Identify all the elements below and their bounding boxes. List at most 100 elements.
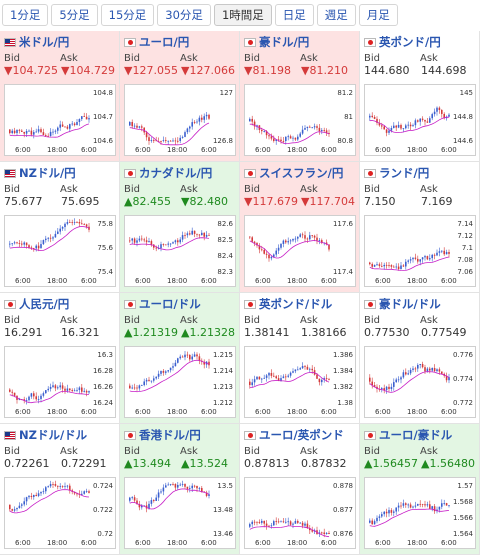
mini-candlestick-chart[interactable]: 81.2 81 80.8 6:00 18:00 6:00	[244, 84, 356, 156]
currency-tile[interactable]: 英ポンド/円 Bid Ask 144.680 144.698 145 144.8 144.6 6…	[360, 31, 480, 162]
y-tick-label: 7.12	[457, 232, 473, 240]
pair-title[interactable]: カナダドル/円	[124, 166, 212, 180]
bid-label: Bid	[244, 184, 260, 195]
ca-flag-icon	[124, 168, 136, 178]
candles-svg	[249, 517, 330, 538]
x-tick-label: 6:00	[135, 539, 151, 547]
bid-value: 7.150	[364, 195, 396, 208]
mini-candlestick-chart[interactable]: 117.6 117.4 6:00 18:00 6:00	[244, 215, 356, 287]
candles-svg	[9, 218, 90, 252]
currency-tile[interactable]: ユーロ/豪ドル Bid Ask ▲1.56457 ▲1.56480 1.57 1.568 1.…	[360, 424, 480, 555]
currency-tile[interactable]: 豪ドル/ドル Bid Ask 0.77530 0.77549 0.776 0.774 0.77…	[360, 293, 480, 424]
mini-candlestick-chart[interactable]: 7.14 7.12 7.1 7.08 7.06 6:00 18:00 6:00	[364, 215, 476, 287]
y-tick-label: 0.772	[452, 399, 473, 407]
pair-name: ランド/円	[379, 166, 430, 180]
y-tick-label: 7.06	[457, 268, 473, 276]
currency-tile[interactable]: カナダドル/円 Bid Ask ▲82.455 ▼82.480 82.6 82.5 82.4 8…	[120, 162, 240, 293]
currency-tile[interactable]: 人民元/円 Bid Ask 16.291 16.321 16.3 16.28 16.26 16.…	[0, 293, 120, 424]
bid-label: Bid	[4, 315, 20, 326]
currency-tile[interactable]: スイスフラン/円 Bid Ask ▼117.679 ▼117.704 117.6 117.4…	[240, 162, 360, 293]
ask-label: Ask	[60, 446, 78, 457]
currency-tile[interactable]: 香港ドル/円 Bid Ask ▲13.494 ▲13.524 13.5 13.48 13.46…	[120, 424, 240, 555]
currency-tile[interactable]: 豪ドル/円 Bid Ask ▼81.198 ▼81.210 81.2 81 80.8 6:00 1…	[240, 31, 360, 162]
pair-name: 米ドル/円	[19, 35, 70, 49]
x-tick-label: 6:00	[321, 408, 337, 416]
ask-value: ▼104.729	[61, 64, 115, 77]
mini-candlestick-chart[interactable]: 1.386 1.384 1.382 1.38 6:00 18:00 6:00	[244, 346, 356, 418]
mini-candlestick-chart[interactable]: 145 144.8 144.6 6:00 18:00 6:00	[364, 84, 476, 156]
pair-title[interactable]: 豪ドル/ドル	[364, 297, 441, 311]
pair-title[interactable]: 英ポンド/円	[364, 35, 441, 49]
mini-candlestick-chart[interactable]: 104.8 104.7 104.6 6:00 18:00 6:00	[4, 84, 116, 156]
pair-title[interactable]: 人民元/円	[4, 297, 69, 311]
pair-title[interactable]: ユーロ/豪ドル	[364, 428, 452, 442]
tab-30min[interactable]: 30分足	[157, 4, 211, 26]
candles-svg	[129, 480, 210, 513]
mini-candlestick-chart[interactable]: 0.878 0.877 0.876 6:00 18:00 6:00	[244, 477, 356, 549]
mini-candlestick-chart[interactable]: 1.215 1.214 1.213 1.212 6:00 18:00 6:00	[124, 346, 236, 418]
x-tick-label: 18:00	[47, 277, 68, 285]
au-flag-icon	[364, 299, 376, 309]
pair-title[interactable]: 豪ドル/円	[244, 35, 309, 49]
pair-title[interactable]: ユーロ/英ポンド	[244, 428, 344, 442]
x-tick-label: 6:00	[441, 277, 457, 285]
mini-candlestick-chart[interactable]: 0.776 0.774 0.772 6:00 18:00 6:00	[364, 346, 476, 418]
y-tick-label: 80.8	[337, 137, 353, 145]
ask-value: 0.77549	[421, 326, 467, 339]
pair-name: ユーロ/ドル	[139, 297, 201, 311]
pair-title[interactable]: スイスフラン/円	[244, 166, 343, 180]
pair-title[interactable]: NZドル/円	[4, 166, 76, 180]
tab-monthly[interactable]: 月足	[358, 4, 398, 26]
tab-daily[interactable]: 日足	[274, 4, 314, 26]
x-tick-label: 6:00	[255, 408, 271, 416]
gb-flag-icon	[244, 299, 256, 309]
mini-candlestick-chart[interactable]: 13.5 13.48 13.46 6:00 18:00 6:00	[124, 477, 236, 549]
y-tick-label: 1.212	[212, 399, 233, 407]
tab-weekly[interactable]: 週足	[316, 4, 356, 26]
pair-title[interactable]: NZドル/ドル	[4, 428, 87, 442]
y-tick-label: 81.2	[337, 89, 353, 97]
pair-title[interactable]: ユーロ/円	[124, 35, 189, 49]
currency-tile[interactable]: ユーロ/ドル Bid Ask ▲1.21319 ▲1.21328 1.215 1.214 1.…	[120, 293, 240, 424]
currency-tile[interactable]: NZドル/ドル Bid Ask 0.72261 0.72291 0.724 0.722 0.7…	[0, 424, 120, 555]
x-tick-label: 6:00	[81, 277, 97, 285]
currency-tile[interactable]: NZドル/円 Bid Ask 75.677 75.695 75.8 75.6 75.4 6:00…	[0, 162, 120, 293]
y-tick-label: 7.14	[457, 220, 473, 228]
tab-5min[interactable]: 5分足	[51, 4, 98, 26]
candles-svg	[249, 115, 330, 145]
ask-value: ▲1.56480	[421, 457, 475, 470]
pair-title[interactable]: ランド/円	[364, 166, 429, 180]
pair-title[interactable]: 英ポンド/ドル	[244, 297, 332, 311]
bid-label: Bid	[364, 53, 380, 64]
mini-candlestick-chart[interactable]: 0.724 0.722 0.72 6:00 18:00 6:00	[4, 477, 116, 549]
pair-title[interactable]: 香港ドル/円	[124, 428, 201, 442]
pair-title[interactable]: ユーロ/ドル	[124, 297, 201, 311]
ask-label: Ask	[420, 315, 438, 326]
tab-15min[interactable]: 15分足	[100, 4, 155, 26]
mini-candlestick-chart[interactable]: 75.8 75.6 75.4 6:00 18:00 6:00	[4, 215, 116, 287]
currency-tile[interactable]: 英ポンド/ドル Bid Ask 1.38141 1.38166 1.386 1.384 1.3…	[240, 293, 360, 424]
currency-tile[interactable]: 米ドル/円 Bid Ask ▼104.725 ▼104.729 104.8 104.7 104…	[0, 31, 120, 162]
y-tick-label: 82.4	[217, 252, 233, 260]
y-tick-label: 75.4	[97, 268, 113, 276]
y-tick-label: 75.6	[97, 244, 113, 252]
tab-1hour[interactable]: 1時間足	[213, 4, 272, 26]
pair-title[interactable]: 米ドル/円	[4, 35, 69, 49]
us-flag-icon	[4, 37, 16, 47]
currency-tile[interactable]: ユーロ/円 Bid Ask ▼127.055 ▼127.066 127 126.8 6:00 1…	[120, 31, 240, 162]
mini-candlestick-chart[interactable]: 16.3 16.28 16.26 16.24 6:00 18:00 6:00	[4, 346, 116, 418]
x-tick-label: 18:00	[47, 146, 68, 154]
mini-candlestick-chart[interactable]: 82.6 82.5 82.4 82.3 6:00 18:00 6:00	[124, 215, 236, 287]
y-tick-label: 104.7	[92, 113, 113, 121]
y-tick-label: 16.28	[92, 367, 113, 375]
tab-1min[interactable]: 1分足	[2, 4, 49, 26]
ask-label: Ask	[420, 53, 438, 64]
pair-name: ユーロ/英ポンド	[259, 428, 344, 442]
y-tick-label: 0.72	[97, 530, 113, 538]
currency-tile[interactable]: ランド/円 Bid Ask 7.150 7.169 7.14 7.12 7.1 7.08 7.06…	[360, 162, 480, 293]
bid-value: ▼117.679	[244, 195, 298, 208]
mini-candlestick-chart[interactable]: 1.57 1.568 1.566 1.564 6:00 18:00 6:00	[364, 477, 476, 549]
mini-candlestick-chart[interactable]: 127 126.8 6:00 18:00 6:00	[124, 84, 236, 156]
currency-tile[interactable]: ユーロ/英ポンド Bid Ask 0.87813 0.87832 0.878 0.877 0.…	[240, 424, 360, 555]
x-tick-label: 18:00	[287, 277, 308, 285]
